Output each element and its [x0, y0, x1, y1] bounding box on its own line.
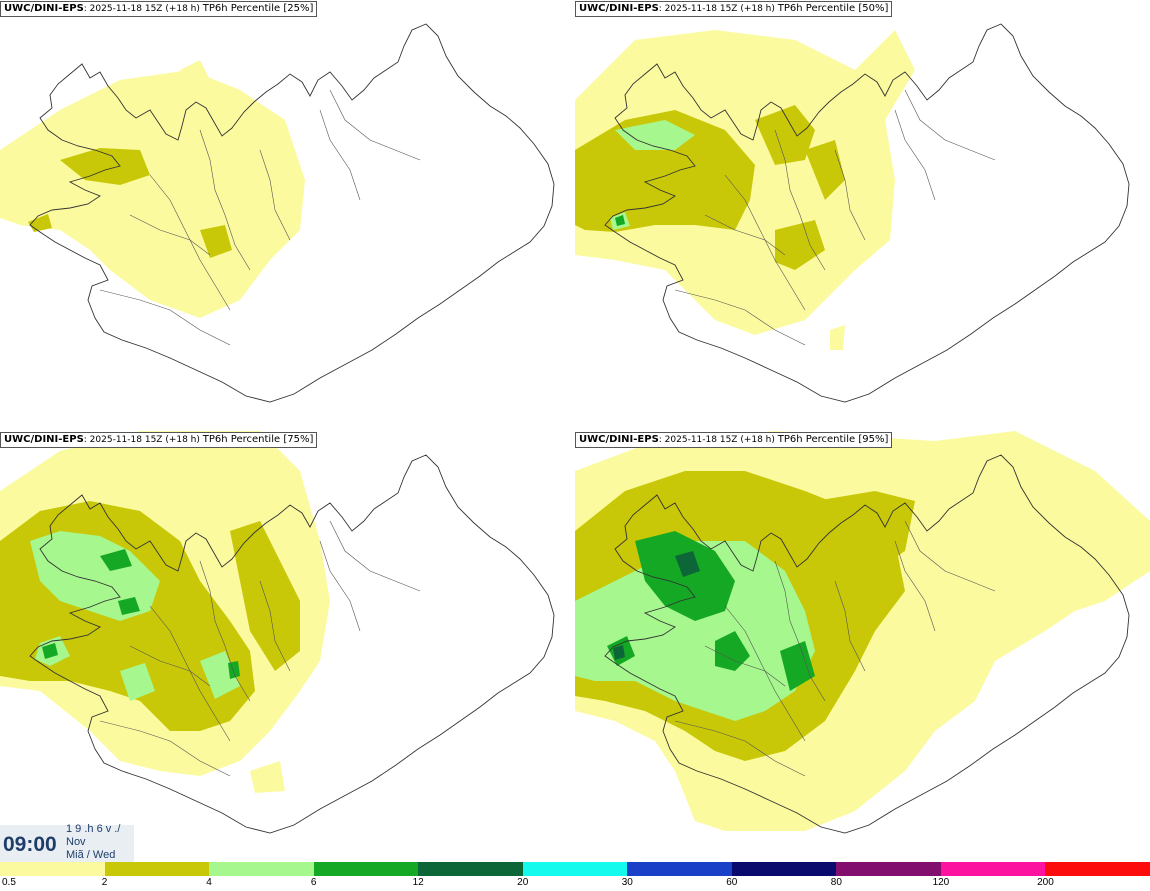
road-line: [129, 214, 211, 256]
colorbar-segment: [1045, 862, 1150, 876]
road-line: [894, 540, 936, 632]
precip-area-green: [715, 631, 750, 671]
road-line: [149, 174, 231, 311]
road-line: [99, 289, 231, 346]
map-panel-p50: UWC/DINI-EPS: 2025-11-18 15Z (+18 h) TP6…: [575, 0, 1150, 430]
precip-map: [575, 23, 1130, 403]
colorbar-segment: [731, 862, 837, 876]
colorbar-segment: [522, 862, 628, 876]
precip-area-olive: [805, 140, 845, 200]
map-panel-p75: UWC/DINI-EPS: 2025-11-18 15Z (+18 h) TP6…: [0, 431, 575, 861]
coastline: [604, 454, 1130, 834]
precip-area-olive: [575, 110, 755, 232]
precip-area-olive: [775, 220, 825, 270]
precip-area-darkgreen: [675, 551, 700, 577]
road-line: [99, 720, 231, 777]
precip-area-light: [180, 60, 210, 95]
precip-area-light: [250, 761, 285, 793]
precip-area-olive: [755, 105, 815, 165]
road-line: [834, 149, 866, 241]
precip-map: [0, 431, 555, 834]
colorbar-segment: [418, 862, 523, 876]
road-line: [894, 109, 936, 201]
colorbar-segment: [313, 862, 419, 876]
colorbar-segment: [209, 862, 314, 876]
road-line: [724, 605, 806, 742]
precip-map: [575, 431, 1150, 834]
colorbar-segment: [627, 862, 732, 876]
colorbar-tick-label: 4: [206, 877, 212, 888]
colorbar-segment: [104, 862, 210, 876]
precip-area-green: [615, 215, 625, 226]
precip-colorbar: [0, 862, 1150, 876]
precip-map: [0, 23, 555, 403]
colorbar-tick-label: 200: [1037, 877, 1054, 888]
map-panel-p95: UWC/DINI-EPS: 2025-11-18 15Z (+18 h) TP6…: [575, 431, 1150, 861]
precip-area-darkgreen: [613, 645, 625, 660]
colorbar-tick-label: 20: [517, 877, 529, 888]
valid-time: 09:00: [3, 833, 57, 856]
map-panel-p25: UWC/DINI-EPS: 2025-11-18 15Z (+18 h) TP6…: [0, 0, 575, 430]
colorbar-ticks: 0.5 2 4 6 12 20 30 60 80 120 200: [0, 876, 1150, 890]
precip-area-light: [965, 621, 995, 671]
panel-title: UWC/DINI-EPS: 2025-11-18 15Z (+18 h) TP6…: [575, 1, 893, 17]
precip-area-green: [100, 549, 132, 571]
coastline: [604, 23, 1130, 403]
precip-area-light: [830, 325, 845, 350]
road-line: [674, 720, 806, 777]
road-line: [329, 89, 421, 161]
precip-area-olive: [200, 225, 232, 258]
colorbar-tick-label: 12: [412, 877, 424, 888]
colorbar-tick-label: 80: [830, 877, 842, 888]
road-line: [129, 645, 211, 687]
precip-area-green: [118, 597, 140, 615]
road-line: [704, 214, 786, 256]
panel-title: UWC/DINI-EPS: 2025-11-18 15Z (+18 h) TP6…: [0, 1, 318, 17]
coastline: [29, 23, 555, 403]
road-line: [149, 605, 231, 742]
precip-area-olive: [815, 491, 915, 571]
road-line: [674, 289, 806, 346]
precip-area-green: [780, 641, 815, 691]
precip-area-lightgreen: [615, 120, 695, 150]
road-line: [259, 580, 291, 672]
precip-area-lightgreen: [30, 531, 160, 621]
colorbar-tick-label: 2: [101, 877, 108, 888]
road-line: [329, 520, 421, 592]
road-line: [199, 560, 251, 702]
colorbar-tick-label: 0.5: [2, 877, 16, 888]
road-line: [199, 129, 251, 271]
panel-title: UWC/DINI-EPS: 2025-11-18 15Z (+18 h) TP6…: [575, 432, 893, 448]
colorbar-segment: [940, 862, 1046, 876]
colorbar-segment: [0, 862, 105, 876]
colorbar-tick-label: 120: [932, 877, 950, 888]
precip-area-olive: [60, 148, 150, 185]
valid-time-box: 09:00 1 9 .h 6 v ./ Nov Miã / Wed: [0, 823, 134, 862]
precip-area-green: [42, 643, 58, 659]
road-line: [774, 560, 826, 702]
road-line: [904, 520, 996, 592]
road-line: [319, 109, 361, 201]
colorbar-segment: [836, 862, 941, 876]
valid-date: 1 9 .h 6 v ./ Nov Miã / Wed: [66, 823, 121, 861]
precip-area-light: [0, 70, 305, 318]
road-line: [259, 149, 291, 241]
road-line: [904, 89, 996, 161]
coastline: [29, 454, 555, 834]
panel-title: UWC/DINI-EPS: 2025-11-18 15Z (+18 h) TP6…: [0, 432, 318, 448]
colorbar-tick-label: 6: [310, 877, 317, 888]
road-line: [774, 129, 826, 271]
precip-area-green: [228, 661, 240, 679]
colorbar-tick-label: 30: [621, 877, 633, 888]
road-line: [834, 580, 866, 672]
road-line: [724, 174, 806, 311]
precip-area-lightgreen: [120, 663, 155, 701]
colorbar-tick-label: 60: [726, 877, 738, 888]
road-line: [704, 645, 786, 687]
road-line: [319, 540, 361, 632]
